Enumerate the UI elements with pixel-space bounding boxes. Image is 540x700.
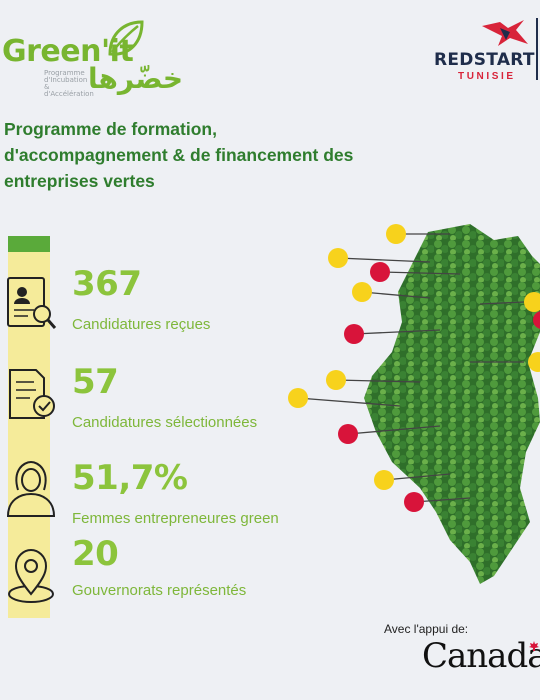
marker-yellow — [328, 248, 348, 268]
redstart-name: REDSTART — [434, 50, 535, 70]
greenit-arabic: خضّرها — [88, 62, 184, 95]
tunisia-shape — [364, 224, 540, 584]
marker-yellow — [352, 282, 372, 302]
woman-icon — [6, 460, 56, 517]
marker-red — [404, 492, 424, 512]
marker-yellow — [326, 370, 346, 390]
stat-value-applications: 367 — [72, 264, 142, 304]
marker-yellow — [524, 292, 540, 312]
marker-red — [533, 311, 540, 329]
support-text: Avec l'appui de: — [384, 622, 469, 636]
sidebar-accent — [8, 236, 50, 252]
redstart-country: TUNISIE — [458, 71, 516, 82]
stat-label-regions: Gouvernorats représentés — [72, 582, 247, 599]
marker-yellow — [288, 388, 308, 408]
stat-value-selected: 57 — [72, 362, 119, 402]
stat-value-women: 51,7% — [72, 458, 188, 498]
document-check-icon — [9, 369, 55, 419]
marker-yellow — [528, 352, 540, 372]
marker-red — [344, 324, 364, 344]
tunisia-map — [288, 224, 540, 584]
marker-red — [370, 262, 390, 282]
stat-label-applications: Candidatures reçues — [72, 316, 211, 333]
marker-red — [338, 424, 358, 444]
cv-search-icon — [7, 277, 57, 329]
stat-label-selected: Candidatures sélectionnées — [72, 414, 258, 431]
location-pin-icon — [8, 548, 54, 603]
marker-yellow — [374, 470, 394, 490]
maple-leaf-icon — [529, 641, 539, 651]
greenit-logo: Green'it خضّرها Programme d'Incubation &… — [0, 18, 190, 98]
leaf-icon — [108, 20, 144, 56]
bird-icon — [482, 20, 528, 46]
stat-value-regions: 20 — [72, 534, 119, 574]
greenit-subtitle: Programme d'Incubation & d'Accélération — [44, 69, 94, 98]
canada-wordmark: Canada — [422, 636, 540, 676]
stat-label-women: Femmes entrepreneures green — [72, 510, 279, 527]
redstart-logo: REDSTART TUNISIE — [428, 18, 540, 82]
page-title: Programme de formation, d'accompagnement… — [4, 119, 354, 191]
logo-divider — [536, 18, 538, 80]
marker-yellow — [386, 224, 406, 244]
